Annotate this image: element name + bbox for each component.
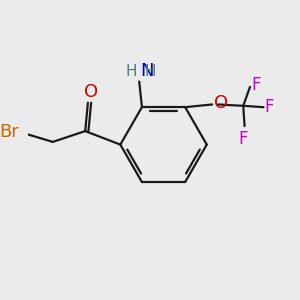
Text: O: O [214,94,228,112]
Text: Br: Br [0,123,19,141]
Text: F: F [251,76,261,94]
Text: N: N [141,62,154,80]
Text: F: F [265,98,274,116]
Text: O: O [84,82,98,100]
Text: H: H [145,64,156,79]
Text: H: H [125,64,137,79]
Text: F: F [238,130,248,148]
